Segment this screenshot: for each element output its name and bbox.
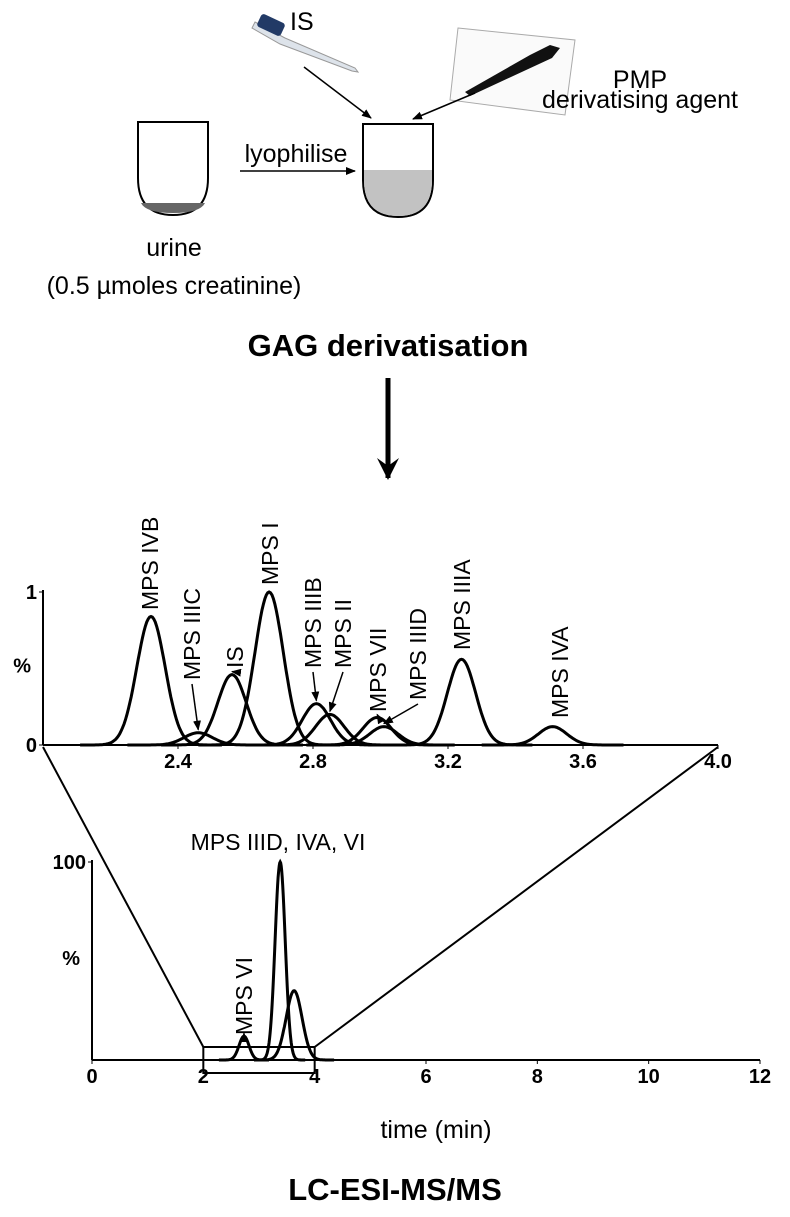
pipette-is (251, 14, 360, 73)
x-tick-label: 2.4 (164, 751, 193, 773)
peak (259, 712, 401, 747)
peak (254, 989, 335, 1062)
lyophilise-label: lyophilise (245, 140, 348, 168)
peak (481, 725, 624, 747)
zoom-line (314, 746, 719, 1048)
charts: 2.4 2.8 3.2 3.6 4.0 0 1% MPS IVB MPS IIIC IS MPS I… (13, 517, 771, 1144)
peak-label: MPS IIIA (449, 559, 475, 650)
x-tick-label: 12 (749, 1066, 771, 1088)
peak-arrow (383, 703, 419, 725)
x-tick-label: 8 (532, 1066, 543, 1088)
peak-label: MPS VII (365, 628, 391, 712)
peak-label: MPS IVB (137, 517, 163, 610)
x-tick-label: 2 (198, 1066, 209, 1088)
y-axis-label: % (62, 948, 80, 970)
x-tick-label: 3.6 (569, 751, 597, 773)
y-tick-label: 100 (53, 852, 86, 874)
peak-label: MPS IIID (405, 608, 431, 700)
peak-arrow (376, 713, 386, 725)
y-tick-label: 0 (26, 735, 37, 757)
peak-label: MPS IIID, IVA, VI (191, 829, 366, 855)
x-tick-label: 4.0 (704, 751, 732, 773)
step-title: LC-ESI-MS/MS (288, 1172, 502, 1207)
peak-label: MPS II (330, 599, 356, 668)
x-tick-label: 10 (638, 1066, 660, 1088)
peak-arrow (311, 671, 320, 702)
peak-arrow (328, 671, 344, 713)
urine-sample (141, 203, 205, 213)
x-tick-label: 0 (86, 1066, 97, 1088)
x-axis-label: time (min) (380, 1116, 491, 1144)
x-tick-label: 3.2 (434, 751, 462, 773)
peak-label: MPS VI (231, 957, 257, 1035)
peak-label: MPS IIIB (300, 577, 326, 668)
y-tick-label: 1 (26, 582, 37, 604)
derivatised-sample (364, 170, 432, 216)
peak (80, 614, 222, 747)
pmp-dispenser (449, 27, 576, 116)
pmp-label: PMP (613, 66, 667, 94)
peak-arrow (191, 683, 201, 731)
x-tick-label: 6 (420, 1066, 431, 1088)
urine-label: urine (146, 234, 202, 262)
arrow-pmp (412, 92, 476, 120)
peak (313, 725, 455, 747)
peak-label: MPS IVA (547, 626, 573, 718)
peak-label: MPS I (257, 522, 283, 585)
pmp-label: derivatising agent (542, 86, 738, 114)
step-title: GAG derivatisation (248, 328, 529, 363)
peak-label: IS (222, 646, 248, 668)
tube-dried (362, 123, 434, 219)
zoom-box (202, 1046, 316, 1074)
peak-label: MPS IIIC (179, 588, 205, 680)
peak (255, 858, 306, 1062)
y-axis-label: % (13, 656, 31, 678)
creatinine-label: (0.5 µmoles creatinine) (47, 272, 302, 300)
is-label: IS (290, 8, 314, 36)
x-tick-label: 4 (309, 1066, 321, 1088)
zoom-line (42, 746, 205, 1048)
arrow-is (303, 66, 372, 119)
peak (127, 731, 270, 747)
tube-urine (137, 121, 209, 217)
x-tick-label: 2.8 (299, 751, 327, 773)
peak (218, 1034, 269, 1062)
